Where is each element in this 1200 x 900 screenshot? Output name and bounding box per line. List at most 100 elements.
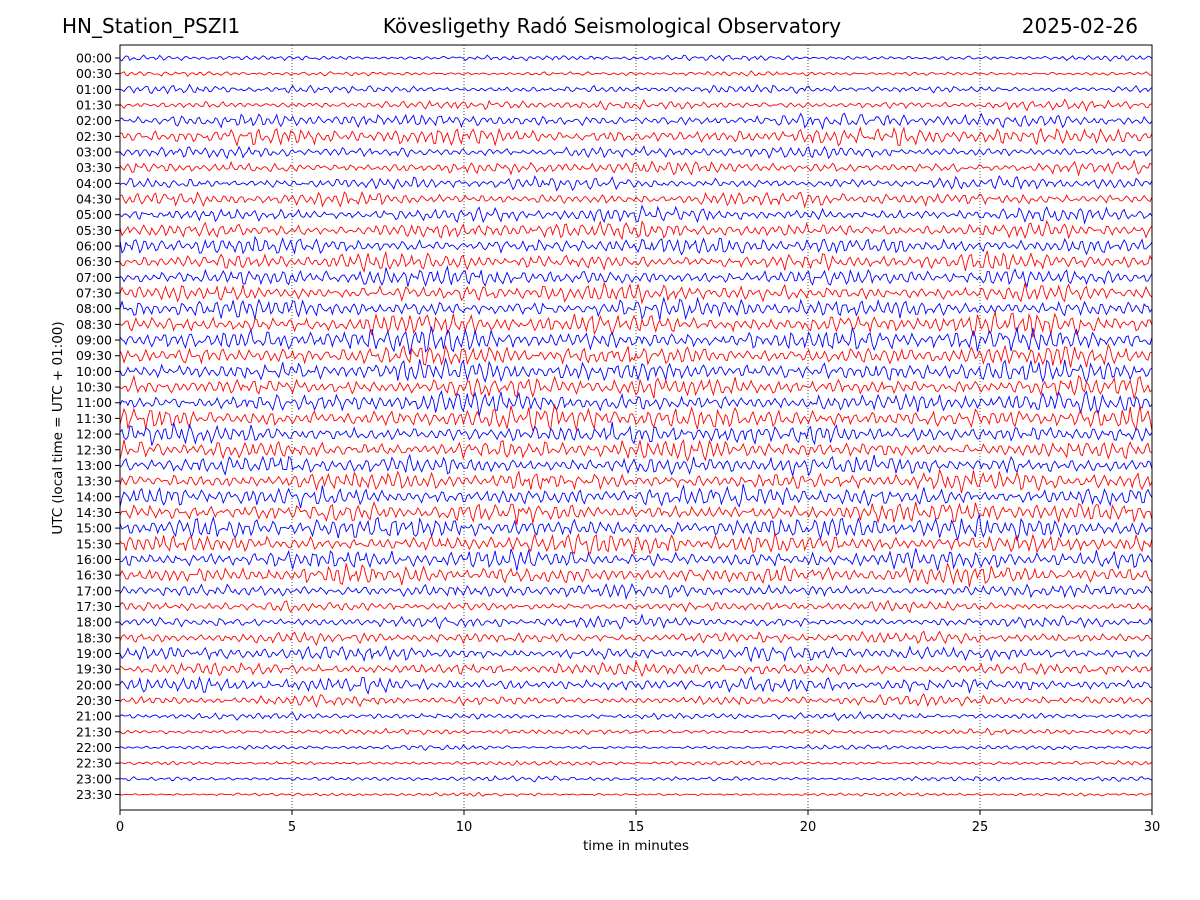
y-tick-label-37: 18:30 [76,630,112,645]
trace-1400 [119,484,1153,509]
trace-1900 [119,645,1153,663]
trace-0400 [119,174,1153,192]
y-tick-label-20: 10:00 [76,364,112,379]
trace-1600 [119,548,1153,571]
y-tick-label-46: 23:00 [76,771,112,786]
trace-2330 [119,791,1153,797]
y-tick-label-13: 06:30 [76,254,112,269]
y-tick-label-18: 09:00 [76,333,112,348]
trace-1230 [119,439,1153,462]
trace-2030 [119,693,1153,708]
y-tick-label-29: 14:30 [76,505,112,520]
trace-group [119,54,1153,797]
y-tick-label-15: 07:30 [76,286,112,301]
y-tick-label-10: 05:00 [76,207,112,222]
trace-0800 [119,296,1153,321]
y-tick-label-23: 11:30 [76,411,112,426]
trace-1530 [119,532,1153,555]
y-tick-label-6: 03:00 [76,145,112,160]
trace-0130 [119,98,1153,112]
trace-1500 [119,514,1153,541]
trace-0430 [119,191,1153,209]
station-title: HN_Station_PSZI1 [62,14,241,38]
trace-1730 [119,599,1153,614]
trace-0100 [119,83,1153,95]
y-tick-label-33: 16:30 [76,568,112,583]
trace-1930 [119,659,1153,678]
y-tick-label-40: 20:00 [76,677,112,692]
trace-2230 [119,759,1153,766]
y-tick-label-12: 06:00 [76,239,112,254]
x-tick-label-5: 25 [972,820,989,835]
y-tick-label-2: 01:00 [76,82,112,97]
x-tick-label-4: 20 [800,820,817,835]
y-tick-label-8: 04:00 [76,176,112,191]
trace-0600 [119,235,1153,256]
y-tick-label-11: 05:30 [76,223,112,238]
trace-0700 [119,265,1153,289]
y-tick-label-36: 18:00 [76,615,112,630]
y-tick-label-47: 23:30 [76,787,112,802]
trace-0000 [119,54,1153,62]
x-tick-label-0: 0 [116,820,124,835]
x-tick-label-6: 30 [1144,820,1161,835]
trace-1430 [119,501,1153,525]
x-tick-label-3: 15 [628,820,645,835]
y-tick-label-32: 16:00 [76,552,112,567]
trace-0200 [119,112,1153,131]
grid-lines [291,45,981,810]
y-tick-label-24: 12:00 [76,427,112,442]
y-tick-label-17: 08:30 [76,317,112,332]
trace-2100 [119,711,1153,722]
trace-0330 [119,159,1153,177]
trace-1030 [119,374,1153,401]
trace-1130 [119,403,1153,432]
y-tick-label-5: 02:30 [76,129,112,144]
y-tick-label-31: 15:30 [76,536,112,551]
trace-0530 [119,219,1153,241]
trace-0630 [119,250,1153,273]
trace-0730 [119,281,1153,305]
y-tick-label-7: 03:30 [76,160,112,175]
y-tick-label-0: 00:00 [76,51,112,66]
y-tick-label-1: 00:30 [76,66,112,81]
trace-1800 [119,613,1153,630]
trace-0030 [119,70,1152,78]
y-tick-label-14: 07:00 [76,270,112,285]
trace-2000 [119,675,1153,695]
observatory-title: Kövesligethy Radó Seismological Observat… [382,14,842,38]
date-title: 2025-02-26 [1021,14,1138,38]
trace-1300 [119,453,1153,477]
x-tick-label-2: 10 [456,820,473,835]
y-tick-label-41: 20:30 [76,693,112,708]
trace-2300 [119,775,1153,783]
trace-1330 [119,468,1153,494]
trace-0500 [119,204,1153,225]
y-tick-label-44: 22:00 [76,740,112,755]
y-tick-label-4: 02:00 [76,113,112,128]
trace-2130 [119,727,1153,736]
y-tick-label-3: 01:30 [76,98,112,113]
y-tick-label-30: 15:00 [76,521,112,536]
trace-0230 [119,126,1153,148]
trace-0300 [119,145,1153,160]
trace-1000 [119,357,1153,384]
y-tick-label-26: 13:00 [76,458,112,473]
x-axis-label: time in minutes [583,838,689,854]
y-tick-label-27: 13:30 [76,474,112,489]
trace-1630 [119,562,1153,587]
trace-0830 [119,311,1153,338]
y-tick-label-16: 08:00 [76,301,112,316]
trace-2200 [119,744,1153,751]
y-tick-label-21: 10:30 [76,380,112,395]
y-tick-label-39: 19:30 [76,662,112,677]
y-tick-label-45: 22:30 [76,756,112,771]
y-axis-label: UTC (local time = UTC + 01:00) [50,321,66,534]
trace-1100 [119,390,1153,417]
x-tick-label-1: 5 [288,820,296,835]
y-tick-label-19: 09:30 [76,348,112,363]
y-tick-label-38: 19:00 [76,646,112,661]
y-tick-label-34: 17:00 [76,583,112,598]
